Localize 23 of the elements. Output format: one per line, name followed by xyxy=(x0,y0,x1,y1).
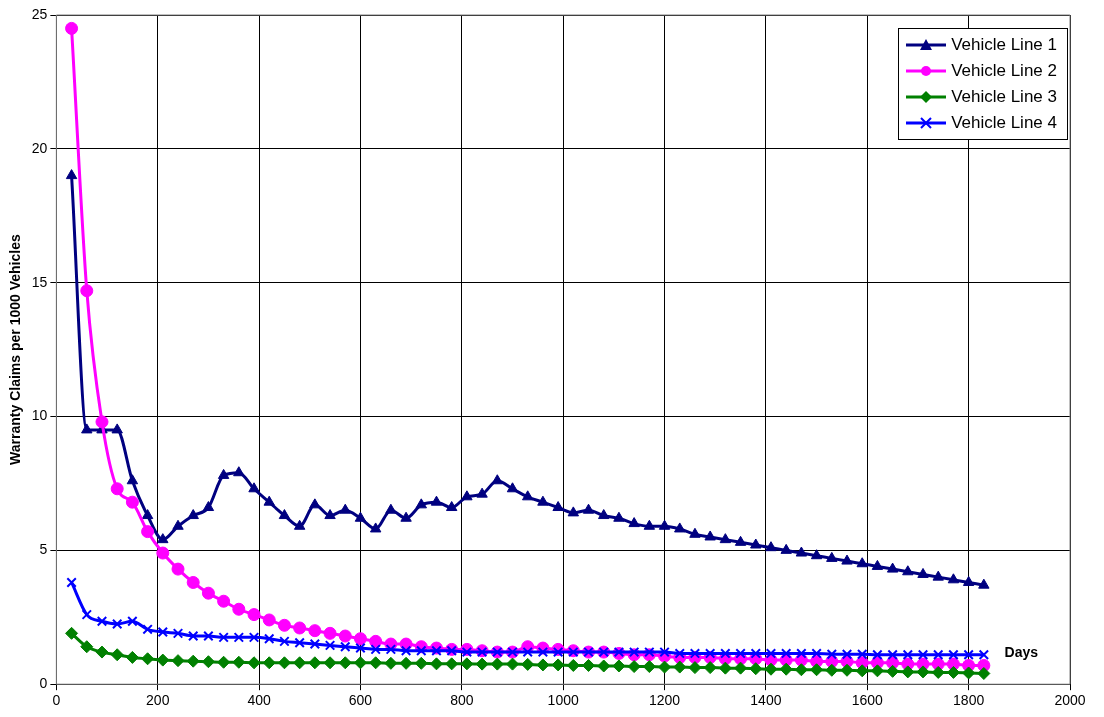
x-tick-label: 2000 xyxy=(1054,692,1086,709)
x-tick-label: 400 xyxy=(247,692,271,709)
y-tick-label: 20 xyxy=(31,139,48,156)
y-axis-title: Warranty Claims per 1000 Vehicles xyxy=(7,234,24,465)
x-tick-label: 1200 xyxy=(648,692,681,709)
y-tick-label: 10 xyxy=(31,407,48,424)
x-tick-label: 1800 xyxy=(953,692,985,709)
x-tick-label: 1400 xyxy=(750,692,782,709)
x-axis-title: Days xyxy=(1004,644,1039,661)
x-tick-label: 1600 xyxy=(851,692,884,709)
legend-label: Vehicle Line 2 xyxy=(951,61,1057,81)
x-tick-label: 1000 xyxy=(547,692,579,709)
x-tick-label: 200 xyxy=(146,692,170,709)
y-tick-label: 15 xyxy=(31,273,48,290)
x-tick-label: 0 xyxy=(52,692,61,709)
legend-label: Vehicle Line 4 xyxy=(951,113,1057,133)
legend-label: Vehicle Line 1 xyxy=(951,35,1057,55)
y-tick-label: 25 xyxy=(31,5,48,22)
y-tick-label: 0 xyxy=(39,675,48,692)
legend-label: Vehicle Line 3 xyxy=(951,87,1057,107)
y-tick-label: 5 xyxy=(39,541,48,558)
x-tick-label: 800 xyxy=(450,692,474,709)
x-tick-label: 600 xyxy=(348,692,373,709)
